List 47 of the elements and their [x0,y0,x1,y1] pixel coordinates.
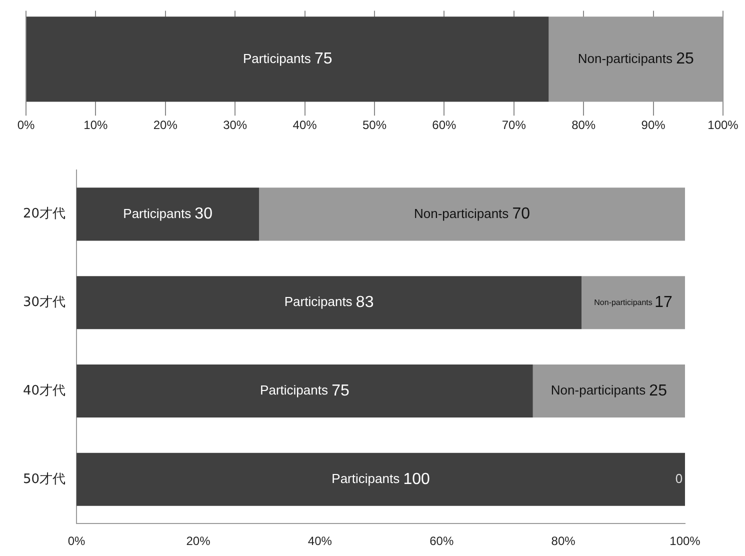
series-label: Participants [260,382,332,398]
bar [259,188,685,241]
y-tick-label: 30才代 [22,294,66,310]
data-label: 70 [512,206,530,223]
bar [582,276,685,330]
x-tick-label: 0% [68,534,86,548]
data-label: 83 [356,294,374,312]
x-tick-label: 20% [153,118,178,132]
data-label: 75 [314,50,332,68]
data-label: 100 [403,470,430,488]
bar [76,364,533,418]
x-tick-label: 60% [430,534,454,548]
text: Participants [123,206,192,221]
data-label: 25 [676,50,694,68]
x-tick-label: 40% [292,118,318,132]
x-tick-label: 100% [670,534,701,548]
x-tick-label: 20% [186,534,211,548]
bar [532,364,685,418]
x-tick-label: 30% [223,118,248,132]
x-tick-label: 0% [17,118,35,132]
x-tick-label: 80% [572,118,596,132]
x-tick-label: 60% [432,118,457,132]
text: Participants [332,470,400,486]
data-label: 0 [675,470,683,486]
text: Non-participants [414,206,509,221]
bar [76,452,685,506]
text: Non-participants [550,382,646,398]
x-tick-label: 40% [308,534,332,548]
x-tick-label: 70% [502,118,526,132]
data-label: 25 [649,382,668,400]
text: Participants [284,294,352,310]
series-label: Non-participants [578,50,676,66]
bar [76,276,582,330]
x-tick-label: 90% [641,118,666,132]
series-label: Participants [242,50,315,66]
bar [76,188,260,241]
data-label: 30 [194,206,213,223]
x-tick-label: 50% [362,118,387,132]
series-label: Non-participants [594,298,655,307]
y-tick-label: 40才代 [22,383,66,398]
y-tick-label: 50才代 [22,472,66,487]
x-tick-label: 100% [708,118,739,132]
x-tick-label: 80% [551,534,576,548]
y-tick-label: 20才代 [22,206,66,222]
data-label: 17 [654,294,673,312]
data-label: 75 [332,382,350,400]
x-tick-label: 10% [84,118,108,132]
